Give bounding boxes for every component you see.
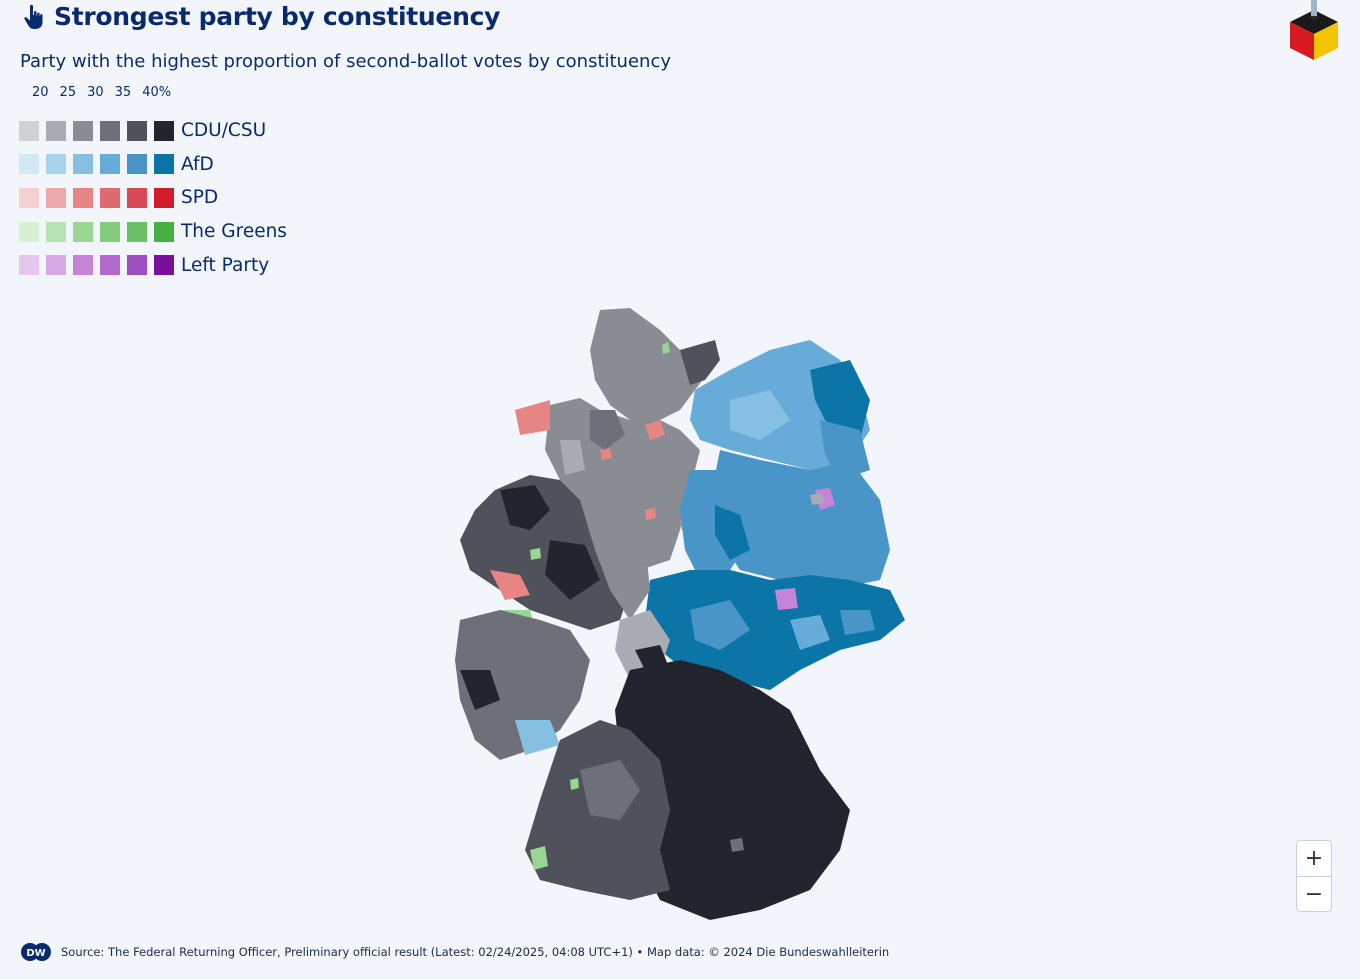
legend-swatch xyxy=(46,120,66,141)
scale-label: 25 xyxy=(59,85,77,100)
legend-row: AfD xyxy=(19,148,287,182)
page-title: Strongest party by constituency xyxy=(54,2,501,31)
legend-label: AfD xyxy=(181,153,214,175)
zoom-out-button[interactable]: − xyxy=(1304,882,1324,907)
legend-swatch xyxy=(100,154,120,175)
legend-label: CDU/CSU xyxy=(181,120,267,142)
state-nrw-hesse xyxy=(460,475,670,680)
dw-logo-text: DW xyxy=(26,948,45,959)
header: Strongest party by constituency xyxy=(22,2,500,31)
state-bavaria xyxy=(615,645,850,920)
legend-row: Left Party xyxy=(19,248,287,282)
scale-label: 20 xyxy=(32,85,49,100)
legend-swatch xyxy=(19,255,39,276)
ballot-box-logo xyxy=(1290,0,1338,60)
legend-swatch xyxy=(154,221,174,242)
zoom-in-button[interactable]: + xyxy=(1297,841,1331,877)
legend-swatch xyxy=(127,221,147,242)
legend: CDU/CSU AfD SPD The Greens Left Party xyxy=(19,114,287,282)
legend-swatch xyxy=(154,120,174,141)
state-baden-wuerttemberg xyxy=(525,720,670,900)
germany-map[interactable] xyxy=(430,290,930,930)
scale-labels: 20 25 30 35 40% xyxy=(32,85,182,100)
legend-swatch xyxy=(100,221,120,242)
legend-swatch xyxy=(19,187,39,208)
legend-swatch xyxy=(46,221,66,242)
legend-label: The Greens xyxy=(181,221,287,243)
legend-swatch xyxy=(154,187,174,208)
scale-label: 35 xyxy=(114,85,132,100)
legend-swatch xyxy=(19,221,39,242)
dw-logo: DW xyxy=(21,943,51,961)
state-brandenburg xyxy=(710,420,890,590)
pointer-hand-icon xyxy=(24,4,43,29)
state-rhineland-saarland xyxy=(455,610,590,760)
legend-swatch xyxy=(46,255,66,276)
legend-swatch xyxy=(127,154,147,175)
legend-swatch xyxy=(100,187,120,208)
legend-swatch xyxy=(154,154,174,175)
source-note: Source: The Federal Returning Officer, P… xyxy=(61,945,890,959)
legend-swatch xyxy=(127,187,147,208)
state-schleswig-holstein xyxy=(590,308,720,420)
legend-swatch xyxy=(100,255,120,276)
page-subtitle: Party with the highest proportion of sec… xyxy=(20,51,671,72)
legend-swatch xyxy=(73,187,93,208)
zoom-control: + − xyxy=(1296,840,1332,912)
state-saxony-anhalt xyxy=(680,470,750,580)
legend-swatch xyxy=(46,187,66,208)
legend-row: SPD xyxy=(19,181,287,215)
scale-label: 40% xyxy=(142,85,172,100)
legend-swatch xyxy=(73,255,93,276)
legend-swatch xyxy=(100,120,120,141)
legend-swatch xyxy=(19,154,39,175)
legend-label: Left Party xyxy=(181,254,270,276)
legend-swatch xyxy=(19,120,39,141)
state-lower-saxony xyxy=(515,398,700,570)
legend-swatch xyxy=(46,154,66,175)
footer: DW Source: The Federal Returning Officer… xyxy=(20,942,889,962)
legend-row: CDU/CSU xyxy=(19,114,287,148)
legend-swatch xyxy=(154,255,174,276)
legend-swatch xyxy=(73,221,93,242)
legend-swatch xyxy=(127,120,147,141)
legend-label: SPD xyxy=(181,187,219,209)
legend-swatch xyxy=(73,154,93,175)
legend-swatch xyxy=(73,120,93,141)
scale-label: 30 xyxy=(87,85,104,100)
state-thuringia-saxony xyxy=(645,570,905,690)
legend-swatch xyxy=(127,255,147,276)
legend-row: The Greens xyxy=(19,215,287,249)
